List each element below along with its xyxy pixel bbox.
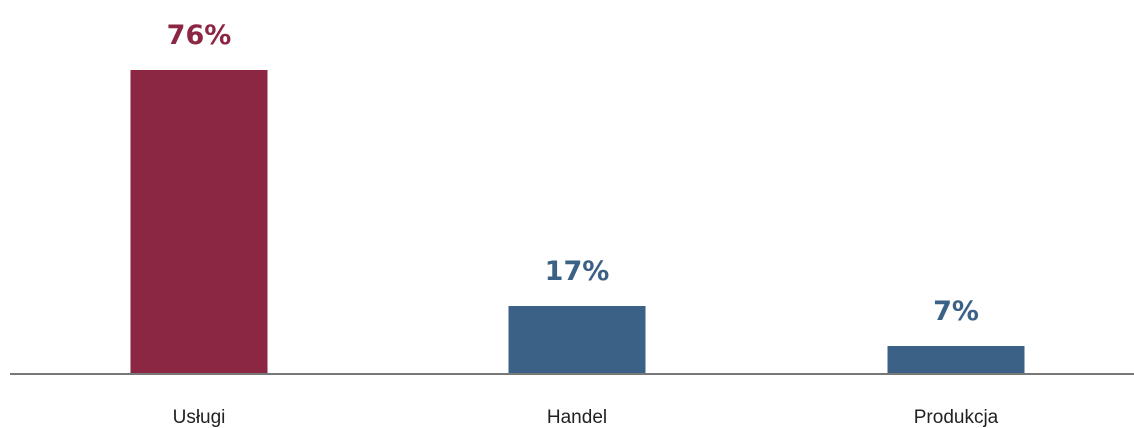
bar-1 [508, 306, 646, 374]
category-label-2: Produkcja [914, 407, 999, 428]
bars-group [130, 70, 1025, 374]
category-labels-group: Usługi Handel Produkcja [173, 407, 999, 428]
bar-2 [887, 346, 1025, 374]
category-label-0: Usługi [173, 407, 226, 428]
value-label-0: 76% [167, 20, 232, 51]
bar-0 [130, 70, 268, 374]
value-label-1: 17% [545, 256, 610, 287]
category-label-1: Handel [547, 407, 607, 428]
value-label-2: 7% [933, 296, 979, 327]
value-labels-group: 76% 17% 7% [167, 20, 979, 327]
